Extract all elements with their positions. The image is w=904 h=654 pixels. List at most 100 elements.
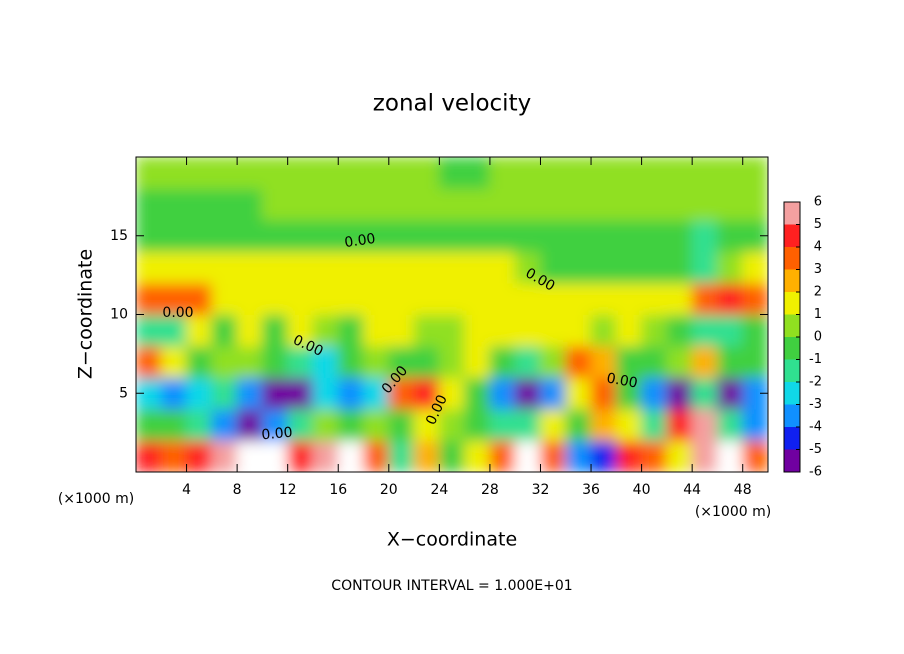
cell	[590, 440, 617, 472]
cell	[337, 157, 365, 189]
cell	[716, 408, 744, 441]
cell	[590, 314, 617, 347]
cell	[666, 345, 693, 378]
cell	[716, 314, 744, 347]
cell	[691, 157, 718, 189]
cell	[136, 157, 162, 189]
colorbar-tick-label: -6	[809, 465, 822, 480]
cell	[489, 440, 516, 472]
cell	[514, 282, 541, 315]
colorbar-tick-label: -2	[809, 375, 822, 390]
cell	[641, 219, 668, 252]
cell	[716, 377, 744, 410]
cell	[186, 345, 213, 378]
field	[136, 157, 768, 472]
chart-title: zonal velocity	[373, 91, 531, 117]
cell	[565, 282, 592, 315]
cell	[615, 440, 643, 472]
cell	[691, 251, 718, 284]
cells	[136, 157, 768, 472]
cell	[363, 219, 390, 252]
cell	[464, 282, 491, 315]
cell	[641, 440, 668, 472]
cell	[565, 408, 592, 441]
x-tick-label: 16	[329, 482, 347, 498]
cell	[261, 188, 289, 221]
cell	[261, 219, 289, 252]
cell	[236, 377, 263, 410]
cell	[716, 440, 744, 472]
cell	[565, 314, 592, 347]
cell	[236, 282, 263, 315]
cell	[438, 251, 466, 284]
cell	[287, 157, 314, 189]
cell	[363, 282, 390, 315]
cell	[742, 251, 768, 284]
colorbar-tick-label: 0	[814, 330, 822, 345]
cell	[160, 157, 188, 189]
cell	[539, 345, 567, 378]
cell	[236, 157, 263, 189]
cell	[186, 188, 213, 221]
cell	[590, 219, 617, 252]
cell	[160, 408, 188, 441]
cell	[287, 440, 314, 472]
colorbar-swatch	[784, 224, 800, 247]
colorbar-tick-label: 3	[814, 262, 822, 277]
cell	[388, 377, 415, 410]
cell	[186, 251, 213, 284]
cell	[413, 251, 440, 284]
cell	[136, 408, 162, 441]
cell	[615, 408, 643, 441]
cell	[337, 188, 365, 221]
cell	[312, 188, 339, 221]
cell	[691, 440, 718, 472]
cell	[641, 345, 668, 378]
x-tick-label: 12	[279, 482, 297, 498]
cell	[388, 188, 415, 221]
cell	[363, 251, 390, 284]
cell	[261, 345, 289, 378]
cell	[565, 345, 592, 378]
cell	[464, 377, 491, 410]
colorbar-swatch	[784, 404, 800, 427]
cell	[565, 440, 592, 472]
cell	[641, 282, 668, 315]
cell	[211, 408, 238, 441]
cell	[565, 219, 592, 252]
cell	[160, 219, 188, 252]
cell	[742, 282, 768, 315]
cell	[539, 188, 567, 221]
cell	[337, 345, 365, 378]
cell	[691, 219, 718, 252]
colorbar-swatch	[784, 247, 800, 270]
cell	[742, 408, 768, 441]
cell	[615, 377, 643, 410]
cell	[363, 377, 390, 410]
cell	[388, 440, 415, 472]
cell	[514, 440, 541, 472]
cell	[413, 188, 440, 221]
cell	[438, 440, 466, 472]
x-unit-label: (×1000 m)	[58, 491, 134, 507]
cell	[464, 408, 491, 441]
cell	[312, 282, 339, 315]
colorbar-swatch	[784, 202, 800, 225]
x-tick-label: 32	[532, 482, 550, 498]
cell	[261, 157, 289, 189]
cell	[413, 408, 440, 441]
cell	[363, 345, 390, 378]
y-tick-label: 10	[110, 307, 128, 323]
cell	[388, 219, 415, 252]
cell	[312, 251, 339, 284]
cell	[666, 251, 693, 284]
cell	[186, 440, 213, 472]
cell	[716, 282, 744, 315]
cell	[261, 282, 289, 315]
cell	[464, 345, 491, 378]
contour-label: 0.00	[343, 231, 376, 251]
cell	[186, 377, 213, 410]
cell	[287, 251, 314, 284]
cell	[514, 251, 541, 284]
cell	[312, 440, 339, 472]
